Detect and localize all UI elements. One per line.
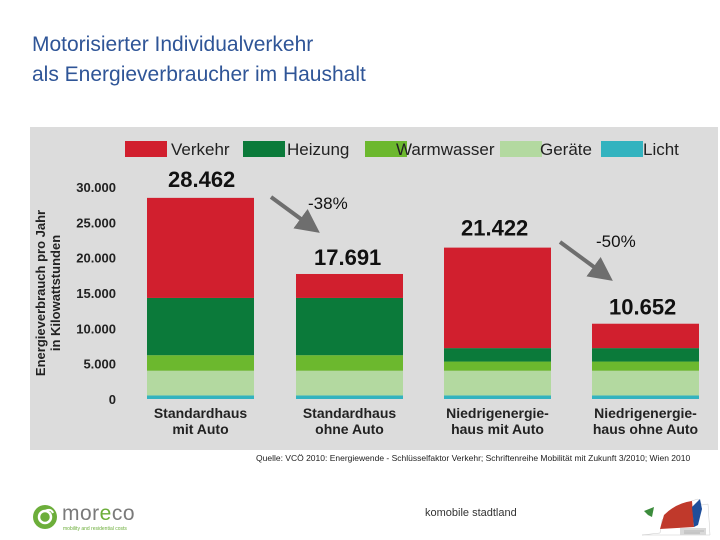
partner-logo — [641, 498, 711, 536]
morec-leaf-icon — [33, 505, 57, 529]
legend-label-warmwasser: Warmwasser — [396, 140, 495, 159]
y-axis-title: Energieverbrauch pro Jahrin Kilowattstun… — [33, 210, 63, 376]
legend-swatch-licht — [601, 141, 643, 157]
bar-segment-heizung — [296, 297, 403, 356]
ytick-label: 15.000 — [76, 286, 116, 301]
bar-segment-warmwasser — [147, 355, 254, 371]
ytick-label: 25.000 — [76, 215, 116, 230]
bar-total-label: 21.422 — [461, 216, 528, 241]
bar-segment-warmwasser — [444, 361, 551, 371]
bar-segment-geraete — [444, 370, 551, 396]
slide-title: Motorisierter Individualverkehr als Ener… — [32, 30, 366, 90]
reduction-arrow — [269, 195, 320, 233]
chart-panel: Verkehr Heizung Warmwasser Geräte Licht 0 5.0… — [30, 127, 718, 450]
bar-segment-heizung — [592, 348, 699, 362]
bar-segment-warmwasser — [296, 355, 403, 371]
legend-swatch-heizung — [243, 141, 285, 157]
category-label: Standardhaus mit Auto — [154, 405, 248, 437]
bar-total-label: 17.691 — [314, 245, 381, 270]
legend-label-verkehr: Verkehr — [171, 140, 230, 159]
bar-total-label: 10.652 — [609, 295, 676, 320]
bar-segment-licht — [147, 395, 254, 399]
legend-swatch-geraete — [500, 141, 542, 157]
legend-label-licht: Licht — [643, 140, 679, 159]
category-label: Standardhaus ohne Auto — [303, 405, 397, 437]
source-note: Quelle: VCÖ 2010: Energiewende - Schlüss… — [256, 453, 691, 463]
bar-segment-licht — [296, 395, 403, 399]
category-label: Niedrigenergie-haus ohne Auto — [593, 405, 698, 437]
bar-segment-verkehr — [296, 273, 403, 298]
ytick-label: 10.000 — [76, 321, 116, 336]
legend-label-geraete: Geräte — [540, 140, 592, 159]
morec-logo: moreco mobility and residential costs — [32, 500, 142, 534]
bar-segment-verkehr — [592, 323, 699, 349]
title-line-1: Motorisierter Individualverkehr — [32, 33, 314, 56]
footer-text: komobile stadtland — [425, 507, 517, 519]
morec-tagline: mobility and residential costs — [63, 526, 127, 532]
title-line-2: als Energieverbraucher im Haushalt — [32, 63, 366, 86]
ytick-label: 20.000 — [76, 251, 116, 266]
ytick-label: 0 — [109, 392, 116, 407]
bar-segment-licht — [444, 395, 551, 399]
reduction-arrow — [558, 240, 613, 281]
energy-chart: Verkehr Heizung Warmwasser Geräte Licht 0 5.0… — [33, 140, 699, 437]
legend-label-heizung: Heizung — [287, 140, 349, 159]
legend-swatch-verkehr — [125, 141, 167, 157]
bar-segment-geraete — [147, 370, 254, 396]
bar-segment-warmwasser — [592, 361, 699, 371]
morec-wordmark: moreco — [62, 502, 136, 525]
ytick-label: 30.000 — [76, 180, 116, 195]
ytick-label: 5.000 — [83, 357, 116, 372]
reduction-label: -50% — [596, 232, 636, 251]
reduction-label: -38% — [308, 194, 348, 213]
legend-swatch-warmwasser — [365, 141, 407, 157]
category-label: Niedrigenergie-haus mit Auto — [446, 405, 549, 437]
bar-segment-verkehr — [444, 247, 551, 349]
bar-segment-verkehr — [147, 197, 254, 298]
bar-segment-licht — [592, 395, 699, 399]
bar-segment-geraete — [296, 370, 403, 396]
bar-segment-heizung — [444, 348, 551, 362]
bar-segment-heizung — [147, 297, 254, 356]
bar-total-label: 28.462 — [168, 167, 235, 192]
bar-segment-geraete — [592, 370, 699, 396]
